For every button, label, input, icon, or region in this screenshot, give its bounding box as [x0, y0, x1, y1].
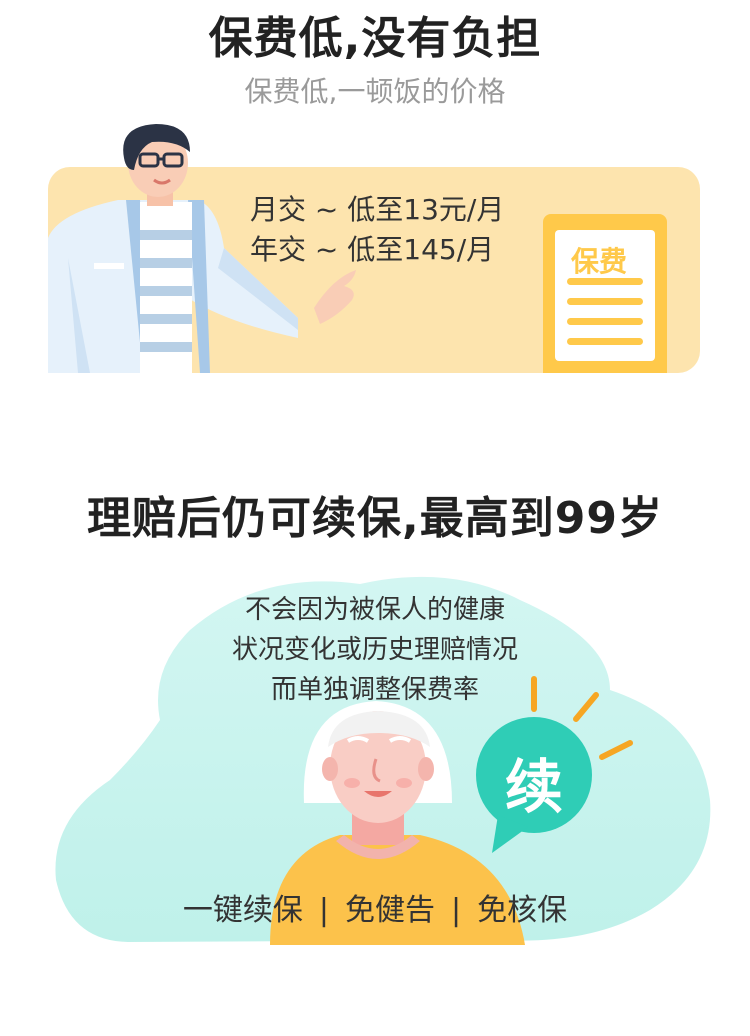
caption-line-3: 而单独调整保费率 [270, 675, 479, 705]
feature-renew: 一键续保 [182, 893, 303, 928]
caption-line-1: 不会因为被保人的健康 [244, 595, 505, 625]
feature-separator: | [318, 893, 329, 928]
badge-label: 续 [504, 753, 563, 821]
speech-bubble-badge [476, 676, 633, 853]
section1-title: 保费低,没有负担 [208, 13, 542, 64]
grandma-illustration [270, 701, 525, 945]
document-icon [543, 214, 667, 373]
features-row: 一键续保 | 免健告 | 免核保 [0, 885, 750, 929]
section2-title: 理赔后仍可续保,最高到99岁 [87, 493, 663, 544]
yearly-price: 年交 ~ 低至145/月 [250, 233, 495, 266]
feature-separator: | [451, 893, 462, 928]
feature-no-health-notice: 免健告 [345, 893, 435, 928]
feature-no-underwriting: 免核保 [477, 893, 568, 928]
section1-subtitle: 保费低,一顿饭的价格 [244, 75, 506, 108]
document-tag: 保费 [571, 245, 628, 278]
doctor-illustration [48, 124, 356, 373]
caption-line-2: 状况变化或历史理赔情况 [231, 635, 518, 665]
monthly-price: 月交 ~ 低至13元/月 [250, 193, 505, 226]
